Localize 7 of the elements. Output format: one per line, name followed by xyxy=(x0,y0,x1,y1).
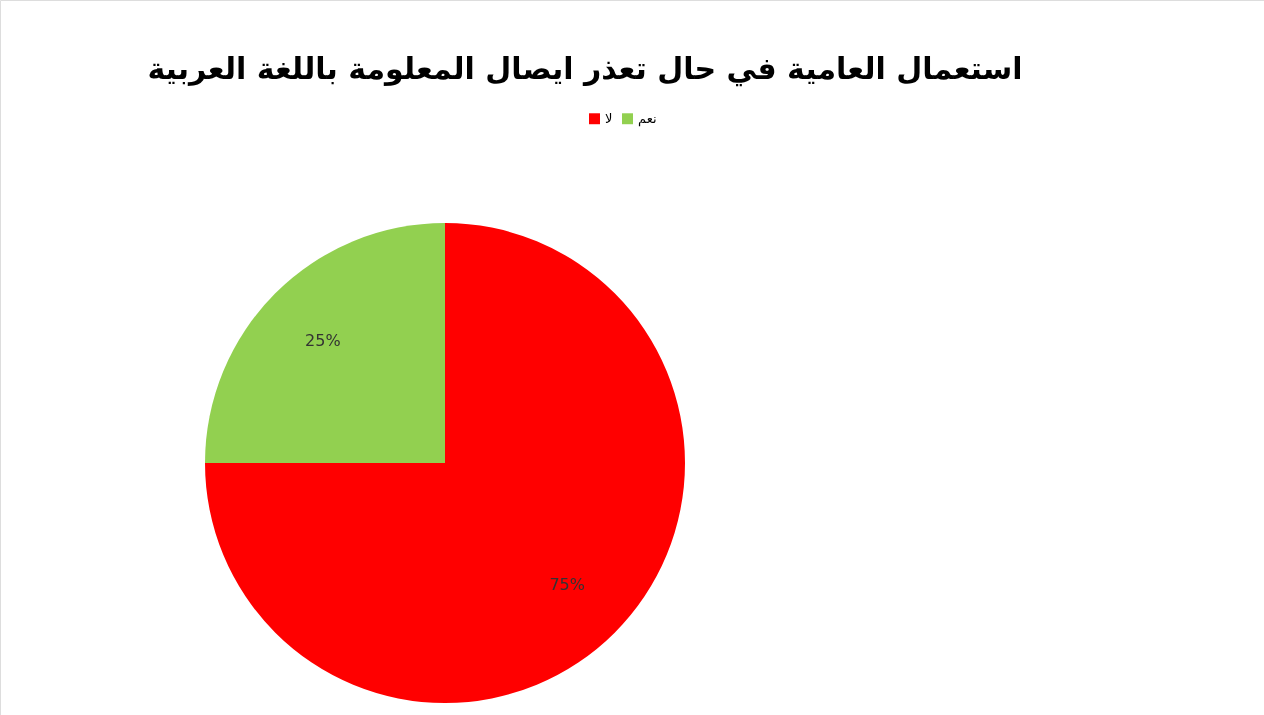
pie-slice xyxy=(205,223,445,463)
data-label: 25% xyxy=(305,330,341,350)
chart-title: استعمال العامية في حال تعذر ايصال المعلومة باللغة العربية xyxy=(147,51,1023,87)
pie-slice xyxy=(205,223,685,703)
legend-label: لا xyxy=(605,110,613,126)
data-label: 75% xyxy=(549,575,585,595)
legend-label: نعم xyxy=(638,110,657,127)
